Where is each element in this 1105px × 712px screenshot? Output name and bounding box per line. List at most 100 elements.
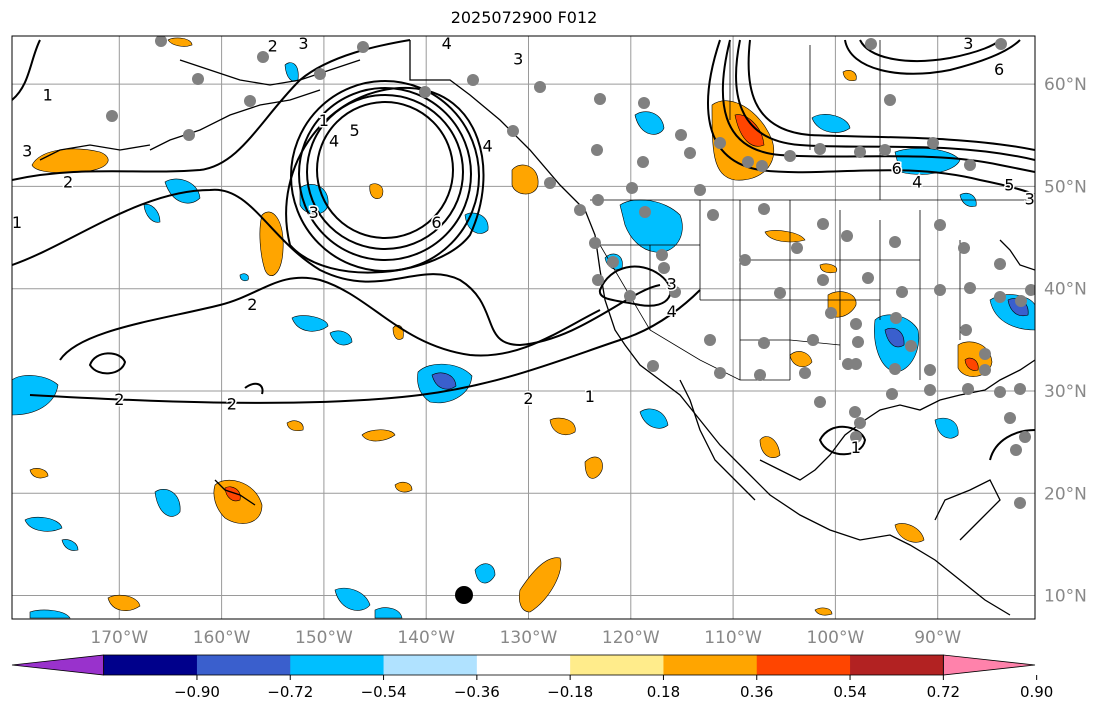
latitude-tick-label: 30°N bbox=[1044, 382, 1087, 402]
colorbar-tick-label: 0.90 bbox=[1020, 683, 1053, 701]
station-dot bbox=[994, 386, 1006, 398]
station-dot bbox=[607, 256, 619, 268]
contour-label: 3 bbox=[298, 34, 308, 53]
station-dot bbox=[934, 219, 946, 231]
contour-label: 2 bbox=[523, 389, 533, 408]
contour-label: 1 bbox=[319, 111, 329, 130]
contour-label: 4 bbox=[482, 137, 492, 156]
station-dot bbox=[1010, 444, 1022, 456]
latitude-tick-label: 10°N bbox=[1044, 587, 1087, 607]
colorbar-segment bbox=[103, 655, 198, 675]
station-dot bbox=[962, 383, 974, 395]
station-dot bbox=[314, 68, 326, 80]
station-dot bbox=[979, 364, 991, 376]
station-dot bbox=[817, 274, 829, 286]
station-dot bbox=[896, 286, 908, 298]
station-dot bbox=[994, 291, 1006, 303]
contour-label: 4 bbox=[442, 34, 452, 53]
station-dot bbox=[854, 146, 866, 158]
latitude-tick-label: 20°N bbox=[1044, 484, 1087, 504]
station-dot bbox=[784, 150, 796, 162]
station-dot bbox=[964, 282, 976, 294]
station-dot bbox=[865, 38, 877, 50]
station-dot bbox=[624, 290, 636, 302]
colorbar-segment bbox=[290, 655, 385, 675]
station-dot bbox=[419, 86, 431, 98]
station-dot bbox=[1019, 431, 1031, 443]
station-dot bbox=[739, 254, 751, 266]
station-dot bbox=[669, 286, 681, 298]
contour-label: 2 bbox=[268, 36, 278, 55]
station-dot bbox=[854, 417, 866, 429]
contour-label: 6 bbox=[994, 60, 1004, 79]
station-dot bbox=[1014, 497, 1026, 509]
station-dot bbox=[594, 93, 606, 105]
station-dot bbox=[852, 336, 864, 348]
contour-label: 5 bbox=[1004, 175, 1014, 194]
station-dot bbox=[890, 312, 902, 324]
colorbar-segment bbox=[476, 655, 571, 675]
station-dot bbox=[817, 218, 829, 230]
contour-label: 1 bbox=[585, 387, 595, 406]
station-dot bbox=[994, 258, 1006, 270]
station-dot bbox=[979, 348, 991, 360]
contour-label: 1 bbox=[43, 85, 53, 104]
station-dot bbox=[1014, 383, 1026, 395]
colorbar-tick-label: −0.36 bbox=[454, 683, 500, 701]
colorbar-segment bbox=[756, 655, 851, 675]
station-dot bbox=[754, 369, 766, 381]
contour-label: 3 bbox=[513, 50, 523, 69]
station-dot bbox=[656, 249, 668, 261]
colorbar-tick-label: −0.18 bbox=[547, 683, 593, 701]
contour-label: 6 bbox=[892, 159, 902, 178]
station-dot bbox=[714, 137, 726, 149]
station-dot bbox=[791, 242, 803, 254]
contour-label: 2 bbox=[114, 390, 124, 409]
station-dot bbox=[639, 206, 651, 218]
contour-label: 1 bbox=[12, 213, 22, 232]
station-dot bbox=[807, 334, 819, 346]
station-dot bbox=[591, 144, 603, 156]
colorbar-tick-label: −0.72 bbox=[267, 683, 313, 701]
contour-label: 4 bbox=[667, 302, 677, 321]
station-dot bbox=[637, 156, 649, 168]
station-dot bbox=[958, 242, 970, 254]
contour-lines bbox=[12, 39, 1035, 461]
longitude-tick-label: 130°W bbox=[500, 628, 558, 648]
station-dot bbox=[714, 367, 726, 379]
station-dot bbox=[1004, 412, 1016, 424]
contour-label: 2 bbox=[247, 295, 257, 314]
contour-label: 2 bbox=[227, 394, 237, 413]
station-dot bbox=[825, 307, 837, 319]
station-dot bbox=[544, 177, 556, 189]
colorbar-extension-low bbox=[11, 654, 105, 676]
state-borders bbox=[590, 40, 1035, 381]
station-dot bbox=[647, 360, 659, 372]
station-dot bbox=[257, 51, 269, 63]
colorbar: −0.90 −0.72 −0.54 −0.36 −0.18 0.18 0.36 0.54 0.7… bbox=[11, 654, 1053, 701]
station-dot bbox=[774, 287, 786, 299]
station-dot bbox=[960, 324, 972, 336]
longitude-labels: 170°W 160°W 150°W 140°W 130°W 120°W 110°W 100°W… bbox=[90, 628, 961, 648]
longitude-tick-label: 100°W bbox=[807, 628, 865, 648]
colorbar-segment bbox=[663, 655, 758, 675]
station-dot bbox=[742, 156, 754, 168]
station-dot bbox=[707, 209, 719, 221]
colorbar-tick-label: −0.54 bbox=[361, 683, 407, 701]
station-dot bbox=[850, 318, 862, 330]
station-dot bbox=[886, 388, 898, 400]
anomaly-shading bbox=[12, 37, 1035, 619]
station-dot bbox=[155, 36, 167, 47]
colorbar-tick-label: −0.90 bbox=[174, 683, 220, 701]
longitude-tick-label: 110°W bbox=[704, 628, 762, 648]
station-dot bbox=[889, 363, 901, 375]
colorbar-frame bbox=[103, 654, 944, 676]
longitude-tick-label: 140°W bbox=[397, 628, 455, 648]
station-dot bbox=[884, 94, 896, 106]
station-dot bbox=[183, 129, 195, 141]
station-dot bbox=[995, 38, 1007, 50]
latitude-tick-label: 40°N bbox=[1044, 280, 1087, 300]
station-dot bbox=[879, 144, 891, 156]
station-dot bbox=[675, 129, 687, 141]
colorbar-tick-label: 0.36 bbox=[740, 683, 773, 701]
